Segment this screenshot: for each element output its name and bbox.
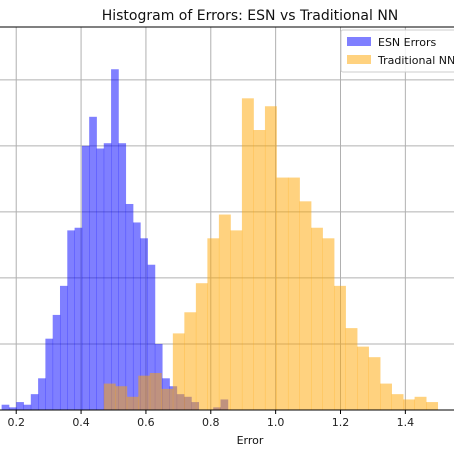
bar-series0-bin9 (67, 230, 75, 410)
bar-series1-bin13 (253, 130, 266, 410)
bar-series1-bin21 (345, 328, 358, 410)
axes (0, 26, 454, 411)
bar-series1-bin22 (357, 346, 369, 410)
bar-series0-bin12 (89, 116, 97, 411)
legend-swatch-esn (347, 37, 371, 46)
bar-series0-bin2 (16, 402, 24, 410)
bar-series0-bin15 (111, 69, 119, 410)
x-tick-label-6: 1.4 (397, 416, 415, 429)
legend-label-traditional: Traditional NN (377, 54, 454, 67)
bar-series1-bin15 (276, 177, 289, 410)
tick-labels: 0.2 0.4 0.6 0.8 1.0 1.2 1.4 (7, 410, 414, 429)
bar-series1-bin26 (403, 399, 415, 410)
bar-series1-bin14 (264, 106, 277, 410)
bar-series0-bin13 (96, 148, 105, 410)
bar-series1-bin16 (287, 177, 300, 410)
bar-series0-bin20 (147, 264, 156, 410)
bar-series0-bin18 (132, 222, 141, 410)
bar-series1-bin19 (322, 238, 335, 410)
bar-series0-bin8 (59, 285, 68, 410)
bar-series0-bin7 (52, 314, 61, 410)
x-tick-label-2: 0.6 (137, 416, 155, 429)
bar-series1-bin23 (368, 357, 381, 410)
bar-series1-bin8 (195, 283, 208, 410)
bar-series0-bin3 (23, 404, 32, 410)
bar-series1-bin10 (218, 214, 231, 410)
bar-series1-bin27 (414, 396, 427, 410)
x-tick-label-1: 0.4 (72, 416, 90, 429)
bar-series1-bin6 (172, 333, 185, 410)
bar-series0-bin10 (74, 227, 83, 410)
x-tick-label-3: 0.8 (202, 416, 220, 429)
bar-series0-bin16 (118, 143, 127, 410)
bar-series0-bin19 (140, 238, 148, 410)
legend-label-esn: ESN Errors (378, 36, 436, 49)
bar-series1-bin28 (426, 402, 439, 410)
legend-swatch-traditional (347, 55, 371, 64)
chart-title: Histogram of Errors: ESN vs Traditional … (102, 8, 399, 24)
bar-series0-bin1 (8, 407, 17, 410)
bar-series1-bin25 (391, 394, 404, 410)
bar-series1-bin2 (126, 396, 139, 410)
bar-series0-bin4 (30, 394, 39, 410)
bar-series0-bin17 (125, 203, 134, 410)
bar-series1-bin17 (299, 201, 312, 410)
histogram-bars (1, 69, 439, 411)
bar-series0-bin5 (38, 378, 46, 410)
bar-series1-bin12 (241, 98, 254, 411)
x-tick-label-5: 1.2 (332, 416, 350, 429)
x-tick-label-4: 1.0 (267, 416, 285, 429)
x-axis-label: Error (237, 434, 264, 447)
bar-series1-bin18 (310, 227, 323, 410)
bar-series1-bin11 (230, 230, 243, 410)
bar-series0-bin14 (103, 143, 112, 410)
bar-series0-bin0 (1, 404, 10, 410)
bar-series1-bin20 (334, 285, 346, 410)
x-tick-label-0: 0.2 (7, 416, 25, 429)
bar-series1-bin7 (184, 312, 197, 410)
bar-series0-bin11 (81, 145, 90, 411)
bar-series1-bin3 (138, 375, 151, 410)
bar-series1-bin0 (103, 383, 116, 410)
bar-series1-bin5 (161, 388, 174, 410)
legend: ESN Errors Traditional NN (340, 29, 454, 73)
bar-series1-bin9 (207, 238, 220, 410)
bar-series1-bin24 (380, 383, 392, 410)
bar-series0-bin6 (45, 338, 54, 410)
bar-series1-bin1 (115, 386, 128, 410)
bar-series1-bin4 (149, 373, 162, 410)
